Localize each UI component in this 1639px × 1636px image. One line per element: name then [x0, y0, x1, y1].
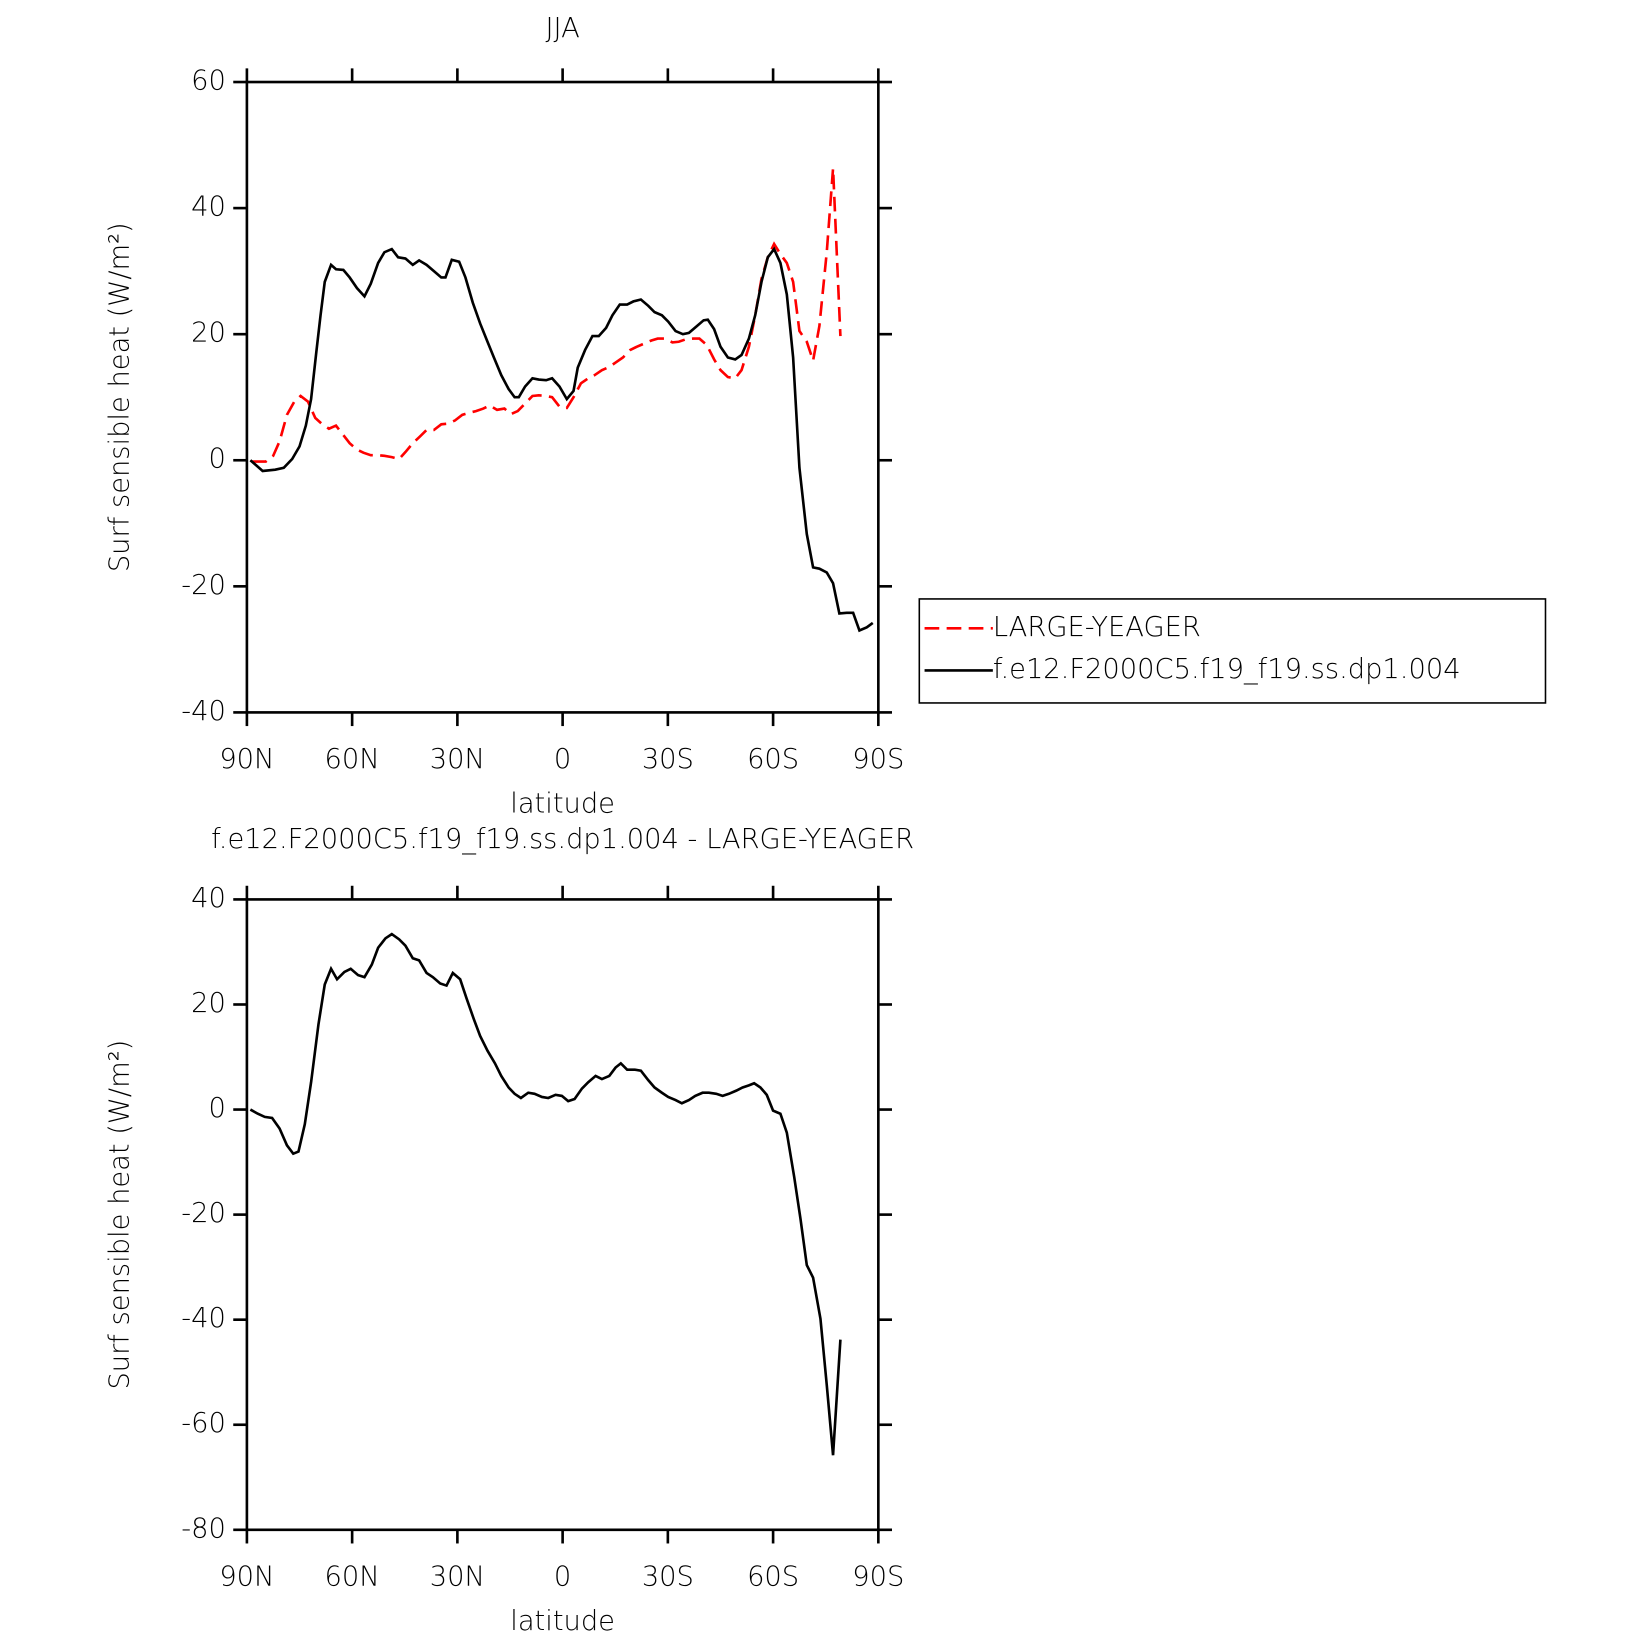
data-line	[252, 168, 842, 463]
x-axis-label: latitude	[510, 1606, 615, 1636]
x-tick-label: 90N	[219, 1562, 274, 1593]
x-tick-label: 60N	[325, 1562, 380, 1593]
plot-frame	[245, 80, 880, 714]
x-tick-label: 30N	[430, 744, 485, 775]
y-tick-label: 60	[191, 66, 226, 97]
legend-label: LARGE-YEAGER	[993, 612, 1201, 643]
y-tick-label: -80	[181, 1513, 226, 1544]
x-tick-label: 90S	[852, 1562, 904, 1593]
data-line	[249, 246, 874, 633]
data-line	[249, 932, 842, 1456]
x-tick-label: 60S	[747, 1562, 799, 1593]
legend-box	[918, 598, 1547, 704]
x-tick-label: 60N	[325, 744, 380, 775]
chart-title: f.e12.F2000C5.f19_f19.ss.dp1.004 - LARGE…	[211, 824, 914, 855]
y-axis-label: Surf sensible heat (W/m²)	[104, 1040, 135, 1390]
y-tick-label: 0	[209, 444, 226, 475]
y-tick-label: 20	[191, 318, 226, 349]
y-tick-label: -20	[181, 570, 226, 601]
plot-frame	[245, 898, 880, 1532]
x-tick-label: 30S	[642, 744, 694, 775]
y-tick-label: 40	[191, 883, 226, 914]
y-tick-label: -60	[181, 1408, 226, 1439]
y-tick-label: 20	[191, 988, 226, 1019]
x-tick-label: 0	[554, 1562, 571, 1593]
y-tick-label: -40	[181, 696, 226, 727]
x-tick-label: 90N	[219, 744, 274, 775]
y-tick-label: 0	[209, 1093, 226, 1124]
x-tick-label: 60S	[747, 744, 799, 775]
y-tick-label: -20	[181, 1198, 226, 1229]
y-tick-label: -40	[181, 1303, 226, 1334]
chart-title: JJA	[545, 13, 579, 44]
legend-label: f.e12.F2000C5.f19_f19.ss.dp1.004	[993, 654, 1461, 685]
x-tick-label: 30S	[642, 1562, 694, 1593]
x-axis-label: latitude	[510, 788, 615, 819]
y-axis-label: Surf sensible heat (W/m²)	[104, 222, 135, 572]
x-tick-label: 0	[554, 744, 571, 775]
y-tick-label: 40	[191, 192, 226, 223]
x-tick-label: 90S	[852, 744, 904, 775]
x-tick-label: 30N	[430, 1562, 485, 1593]
